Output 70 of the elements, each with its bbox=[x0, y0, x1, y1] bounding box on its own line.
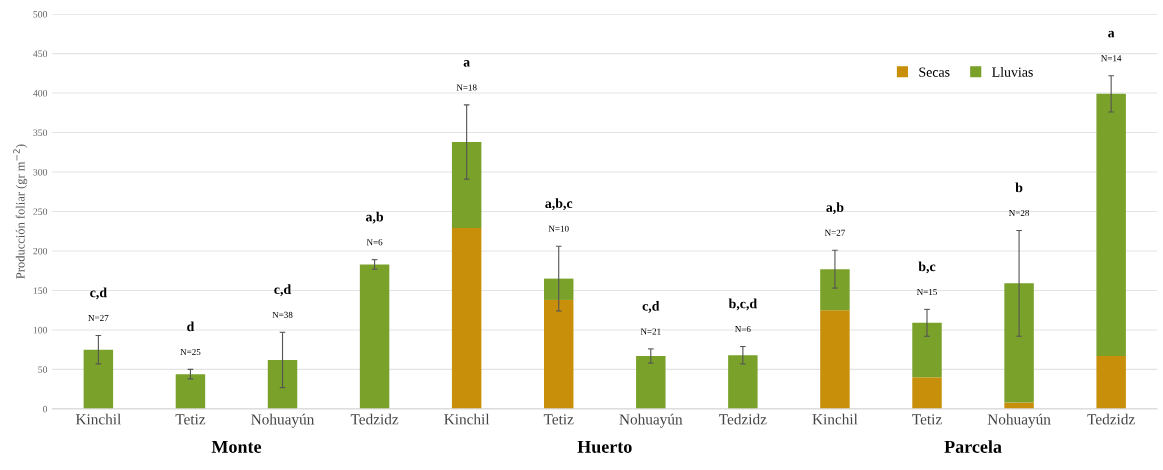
annotation: c,d bbox=[642, 300, 660, 313]
annotation: b bbox=[1015, 182, 1023, 193]
bar bbox=[543, 299, 574, 409]
x-tick-label: Nohuayún bbox=[619, 413, 683, 428]
y-tick-label: 200 bbox=[33, 247, 48, 255]
y-tick-label: 300 bbox=[33, 168, 48, 176]
annotation: a,b bbox=[826, 202, 844, 215]
annotation: N=14 bbox=[1101, 55, 1122, 62]
annotation: N=6 bbox=[735, 326, 751, 333]
annotation: N=21 bbox=[640, 328, 661, 335]
x-tick-label: Tetiz bbox=[543, 414, 574, 425]
bar bbox=[83, 349, 114, 409]
y-tick-label: 50 bbox=[38, 366, 48, 373]
annotation: a bbox=[1108, 30, 1115, 38]
legend-label: Secas bbox=[919, 67, 950, 77]
x-tick-label: Tetiz bbox=[912, 414, 942, 425]
annotation: a,b bbox=[365, 211, 384, 224]
x-tick-label: Tetiz bbox=[175, 414, 206, 425]
bar bbox=[359, 264, 390, 409]
annotation: N=15 bbox=[916, 288, 937, 295]
bar bbox=[820, 310, 850, 409]
x-tick-label: Nohuayún bbox=[251, 413, 315, 428]
text: Huerto bbox=[577, 440, 632, 453]
x-tick-label: Nohuayún bbox=[987, 413, 1051, 428]
y-tick-label: 500 bbox=[33, 11, 48, 18]
y-tick-label: 150 bbox=[33, 287, 48, 294]
y-tick-label: 100 bbox=[33, 326, 48, 334]
bar bbox=[451, 142, 482, 229]
annotation: a,b,c bbox=[545, 198, 573, 211]
annotation: b,c,d bbox=[728, 298, 757, 311]
x-tick-label: Kinchil bbox=[444, 413, 490, 425]
bar bbox=[175, 374, 206, 409]
y-tick-label: 0 bbox=[42, 405, 48, 413]
text: Monte bbox=[211, 440, 262, 453]
y-tick-label: 450 bbox=[33, 50, 48, 58]
y-axis-title: Producción foliar (gr m$^{−2}$) bbox=[13, 144, 28, 279]
annotation: N=6 bbox=[366, 239, 383, 246]
annotation: N=25 bbox=[180, 348, 201, 356]
annotation: N=27 bbox=[88, 314, 109, 321]
y-tick-label: 250 bbox=[33, 208, 48, 215]
bar bbox=[267, 359, 298, 409]
x-tick-label: Kinchil bbox=[75, 413, 121, 425]
bar bbox=[820, 269, 850, 311]
x-tick-label: Tedzidz bbox=[350, 413, 399, 425]
annotation: N=10 bbox=[548, 225, 569, 232]
bar bbox=[543, 278, 574, 300]
annotation: b,c bbox=[918, 261, 936, 274]
text: Parcela bbox=[944, 440, 1002, 453]
annotation: N=28 bbox=[1009, 209, 1030, 217]
bar bbox=[451, 228, 482, 409]
annotation: c,d bbox=[90, 287, 107, 300]
bar bbox=[912, 322, 942, 378]
x-tick-label: Tedzidz bbox=[1087, 413, 1135, 425]
y-tick-label: 400 bbox=[33, 89, 48, 97]
annotation: a bbox=[463, 60, 470, 67]
bar bbox=[1004, 283, 1034, 403]
bar bbox=[728, 355, 758, 409]
annotation: c,d bbox=[274, 284, 292, 297]
annotation: d bbox=[187, 321, 195, 332]
bar bbox=[912, 377, 942, 409]
bar bbox=[1096, 356, 1126, 409]
x-tick-label: Tedzidz bbox=[719, 413, 767, 425]
bar bbox=[636, 356, 666, 409]
x-tick-label: Kinchil bbox=[812, 413, 858, 425]
annotation: N=38 bbox=[272, 311, 293, 318]
legend-label: Lluvias bbox=[992, 67, 1033, 77]
y-tick-label: 350 bbox=[33, 129, 48, 137]
annotation: N=27 bbox=[824, 229, 845, 236]
bar bbox=[1096, 93, 1126, 356]
annotation: N=18 bbox=[456, 84, 477, 91]
